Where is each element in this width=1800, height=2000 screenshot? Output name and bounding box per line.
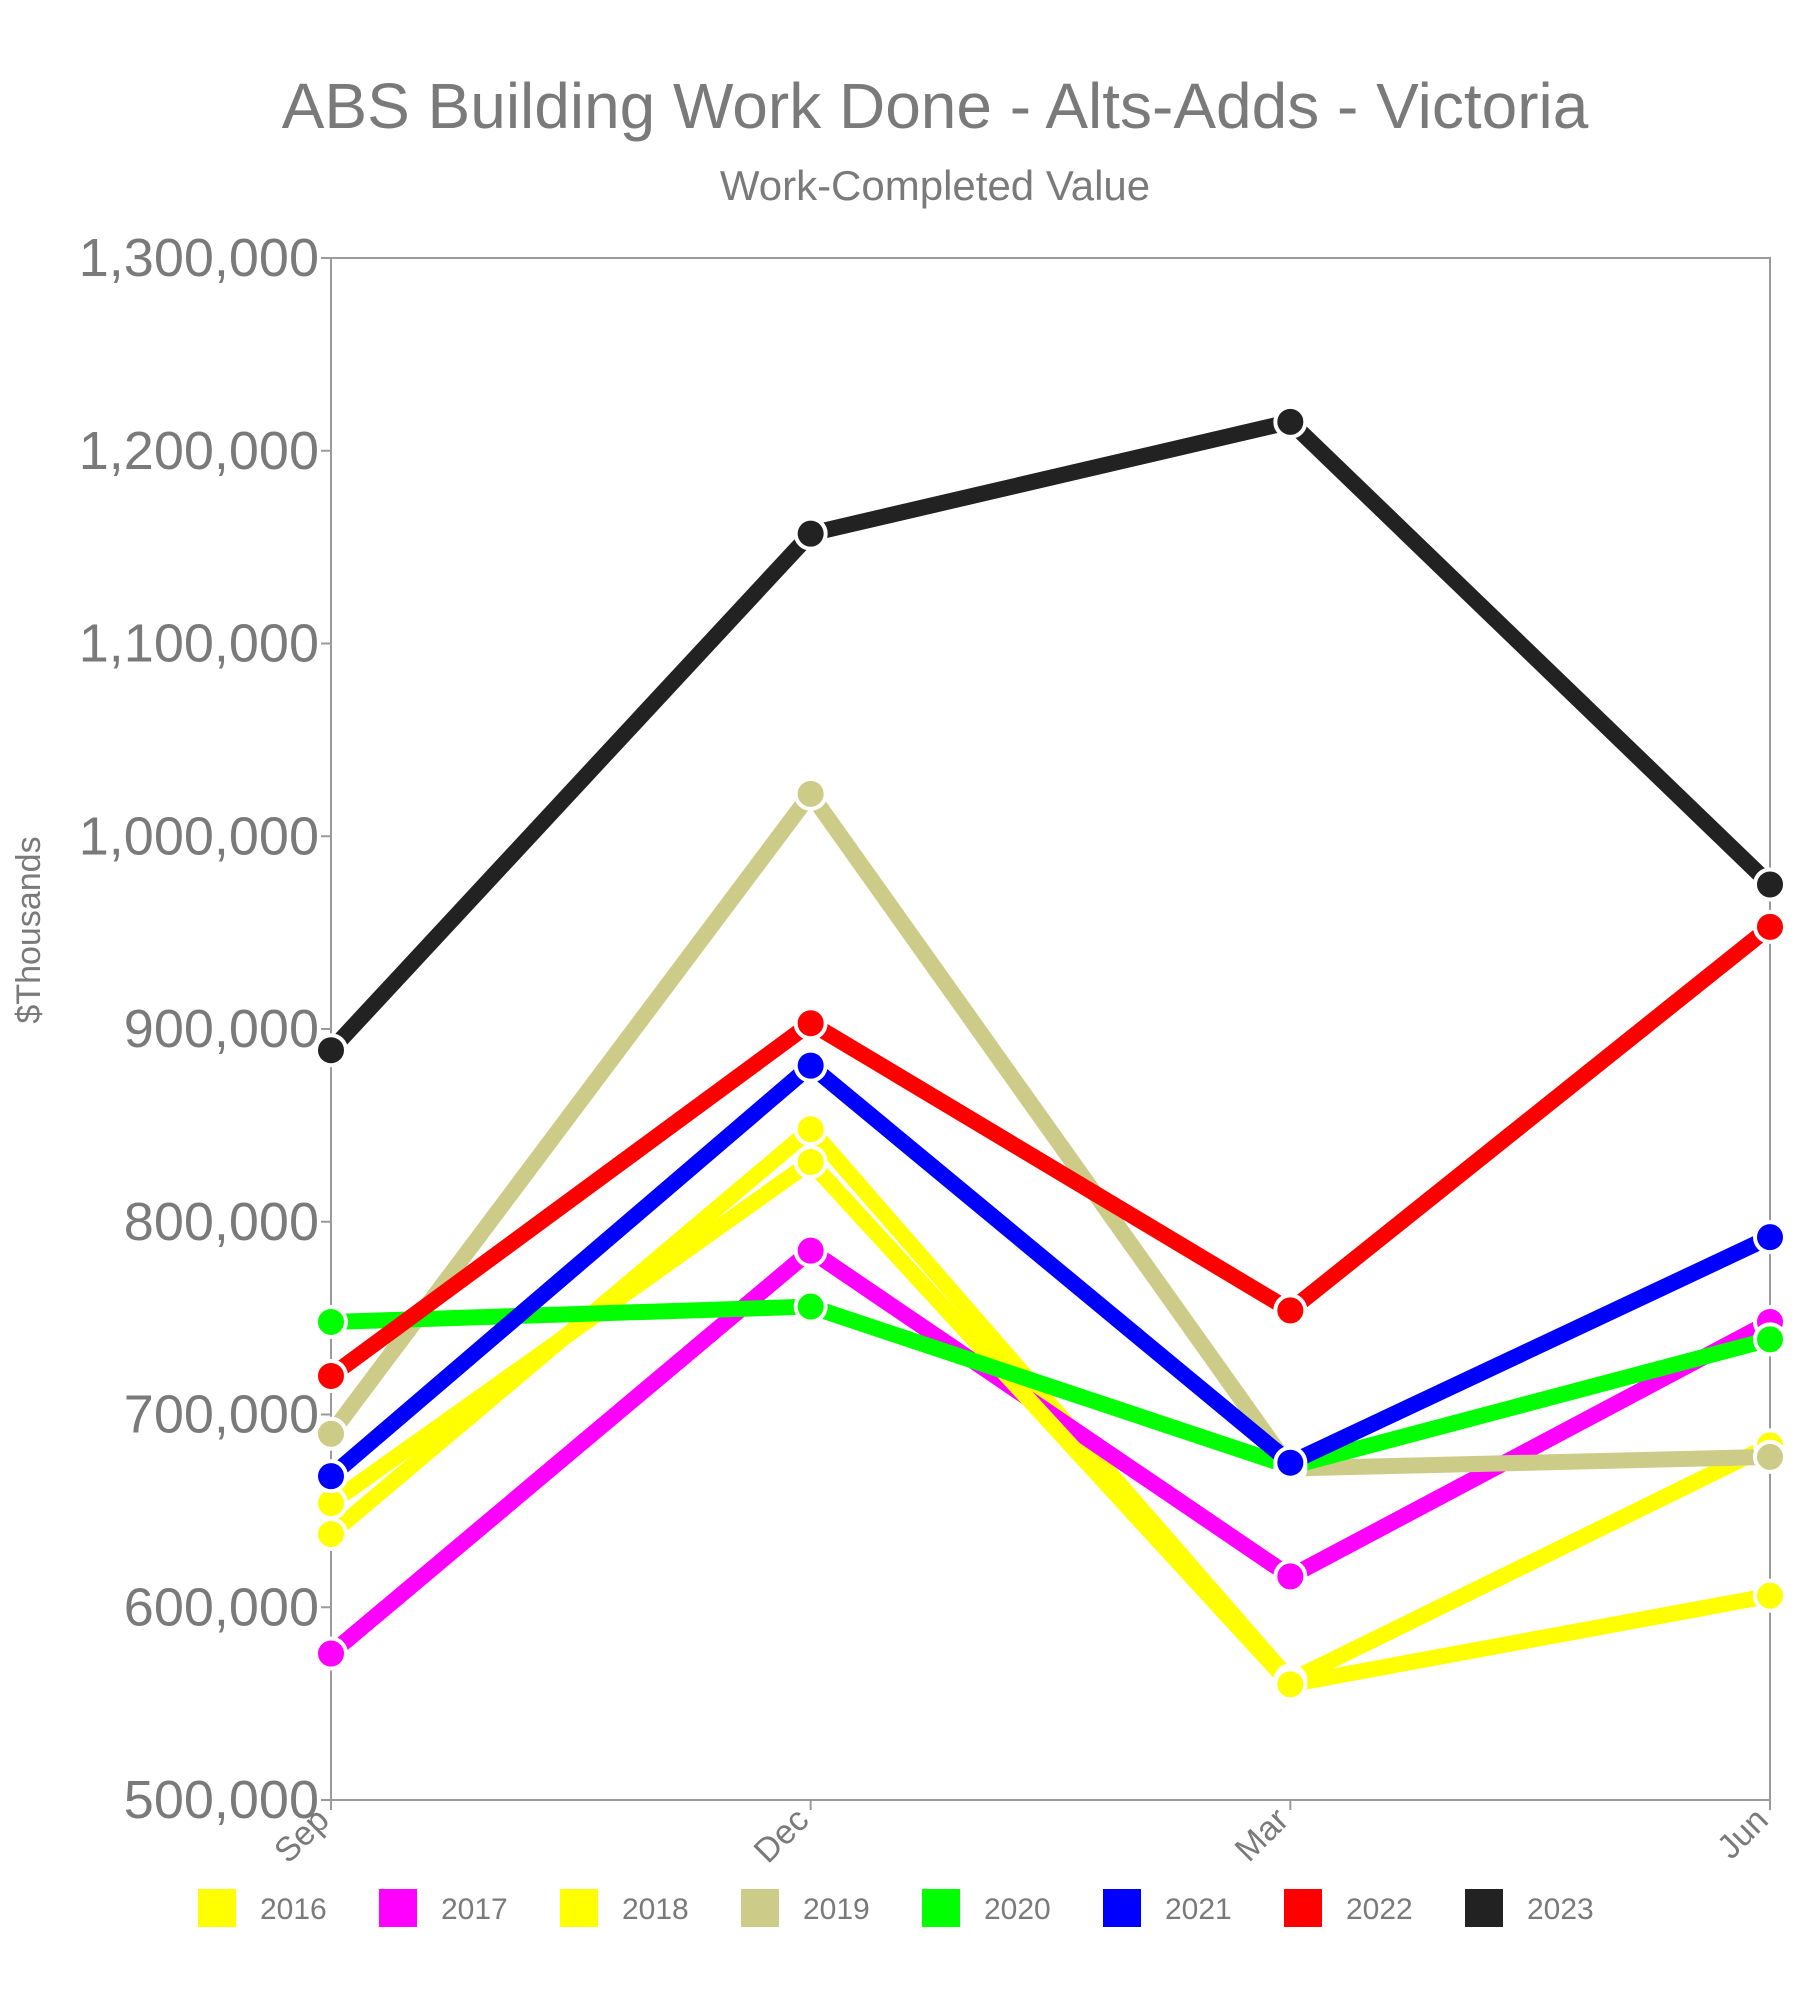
series-line-2022 bbox=[323, 918, 1778, 1384]
legend[interactable]: 2016 2017 2018 2019 2020 2021 2022 2023 bbox=[198, 1889, 1594, 1927]
legend-label: 2017 bbox=[441, 1893, 508, 1926]
legend-swatch bbox=[741, 1889, 779, 1927]
x-tick-label: Mar bbox=[1228, 1801, 1296, 1869]
data-point-2021-Sep[interactable] bbox=[314, 1459, 348, 1494]
legend-swatch bbox=[379, 1889, 417, 1927]
legend-swatch bbox=[1465, 1889, 1503, 1927]
legend-item-2023[interactable]: 2023 bbox=[1465, 1889, 1594, 1927]
series-line-2019 bbox=[323, 785, 1778, 1477]
data-point-2018-Jun[interactable] bbox=[1753, 1578, 1787, 1613]
data-point-2017-Sep[interactable] bbox=[314, 1636, 348, 1671]
legend-swatch bbox=[560, 1889, 598, 1927]
data-point-2019-Jun[interactable] bbox=[1753, 1439, 1787, 1474]
data-point-2018-Dec[interactable] bbox=[793, 1144, 828, 1179]
legend-label: 2023 bbox=[1527, 1893, 1594, 1926]
data-point-2018-Mar[interactable] bbox=[1273, 1667, 1308, 1702]
series-line-2020 bbox=[323, 1298, 1778, 1475]
y-tick-label: 500,000 bbox=[124, 1770, 319, 1830]
series-line-2018 bbox=[323, 1153, 1778, 1693]
data-point-2017-Mar[interactable] bbox=[1273, 1559, 1308, 1594]
data-point-2023-Dec[interactable] bbox=[793, 516, 828, 551]
data-point-2021-Jun[interactable] bbox=[1753, 1220, 1787, 1255]
legend-item-2020[interactable]: 2020 bbox=[922, 1889, 1051, 1927]
x-tick-label: Jun bbox=[1710, 1801, 1776, 1867]
data-point-2023-Sep[interactable] bbox=[314, 1033, 348, 1068]
legend-label: 2022 bbox=[1346, 1893, 1413, 1926]
data-point-2022-Mar[interactable] bbox=[1273, 1293, 1308, 1328]
series-lines bbox=[323, 413, 1778, 1693]
y-tick-label: 1,300,000 bbox=[79, 228, 319, 288]
chart-subtitle: Work-Completed Value bbox=[720, 162, 1150, 209]
x-tick-label: Dec bbox=[747, 1801, 817, 1871]
legend-item-2019[interactable]: 2019 bbox=[741, 1889, 870, 1927]
legend-swatch bbox=[198, 1889, 236, 1927]
y-tick-label: 600,000 bbox=[124, 1577, 319, 1637]
data-point-2016-Dec[interactable] bbox=[793, 1112, 828, 1147]
legend-label: 2020 bbox=[984, 1893, 1051, 1926]
data-point-2022-Sep[interactable] bbox=[314, 1358, 348, 1393]
legend-item-2022[interactable]: 2022 bbox=[1284, 1889, 1413, 1927]
legend-swatch bbox=[1103, 1889, 1141, 1927]
data-point-2023-Jun[interactable] bbox=[1753, 867, 1787, 902]
legend-swatch bbox=[922, 1889, 960, 1927]
plot-frame bbox=[330, 257, 1771, 1801]
series-line-2023 bbox=[323, 413, 1778, 1059]
plot-area-border bbox=[330, 257, 1771, 1801]
data-point-2021-Dec[interactable] bbox=[793, 1048, 828, 1083]
data-point-2020-Jun[interactable] bbox=[1753, 1322, 1787, 1357]
chart-title: ABS Building Work Done - Alts-Adds - Vic… bbox=[282, 70, 1589, 142]
legend-label: 2021 bbox=[1165, 1893, 1232, 1926]
y-axis-ticks: 500,000 600,000 700,000 800,000 900,000 1,000… bbox=[79, 228, 331, 1830]
data-point-2022-Dec[interactable] bbox=[793, 1006, 828, 1041]
y-tick-label: 1,200,000 bbox=[79, 421, 319, 481]
y-tick-label: 800,000 bbox=[124, 1192, 319, 1252]
y-axis-label: $Thousands bbox=[10, 836, 48, 1023]
x-axis-ticks: Sep Dec Mar Jun bbox=[267, 1800, 1776, 1870]
legend-item-2021[interactable]: 2021 bbox=[1103, 1889, 1232, 1927]
y-tick-label: 1,100,000 bbox=[79, 614, 319, 674]
data-point-2020-Sep[interactable] bbox=[314, 1304, 348, 1339]
series-line-2021 bbox=[323, 1057, 1778, 1485]
legend-label: 2019 bbox=[803, 1893, 870, 1926]
legend-item-2018[interactable]: 2018 bbox=[560, 1889, 689, 1927]
legend-item-2016[interactable]: 2016 bbox=[198, 1889, 327, 1927]
data-point-2020-Dec[interactable] bbox=[793, 1289, 828, 1324]
y-tick-label: 1,000,000 bbox=[79, 806, 319, 866]
y-tick-label: 900,000 bbox=[124, 999, 319, 1059]
data-point-2017-Dec[interactable] bbox=[793, 1233, 828, 1268]
data-point-2016-Sep[interactable] bbox=[314, 1517, 348, 1552]
legend-item-2017[interactable]: 2017 bbox=[379, 1889, 508, 1927]
legend-swatch bbox=[1284, 1889, 1322, 1927]
data-point-2023-Mar[interactable] bbox=[1273, 404, 1308, 439]
y-tick-label: 700,000 bbox=[124, 1385, 319, 1445]
data-point-2022-Jun[interactable] bbox=[1753, 909, 1787, 944]
data-point-2021-Mar[interactable] bbox=[1273, 1445, 1308, 1480]
legend-label: 2018 bbox=[622, 1893, 689, 1926]
data-point-2019-Sep[interactable] bbox=[314, 1416, 348, 1451]
legend-label: 2016 bbox=[260, 1893, 327, 1926]
series-points bbox=[314, 404, 1787, 1702]
data-point-2019-Dec[interactable] bbox=[793, 776, 828, 811]
